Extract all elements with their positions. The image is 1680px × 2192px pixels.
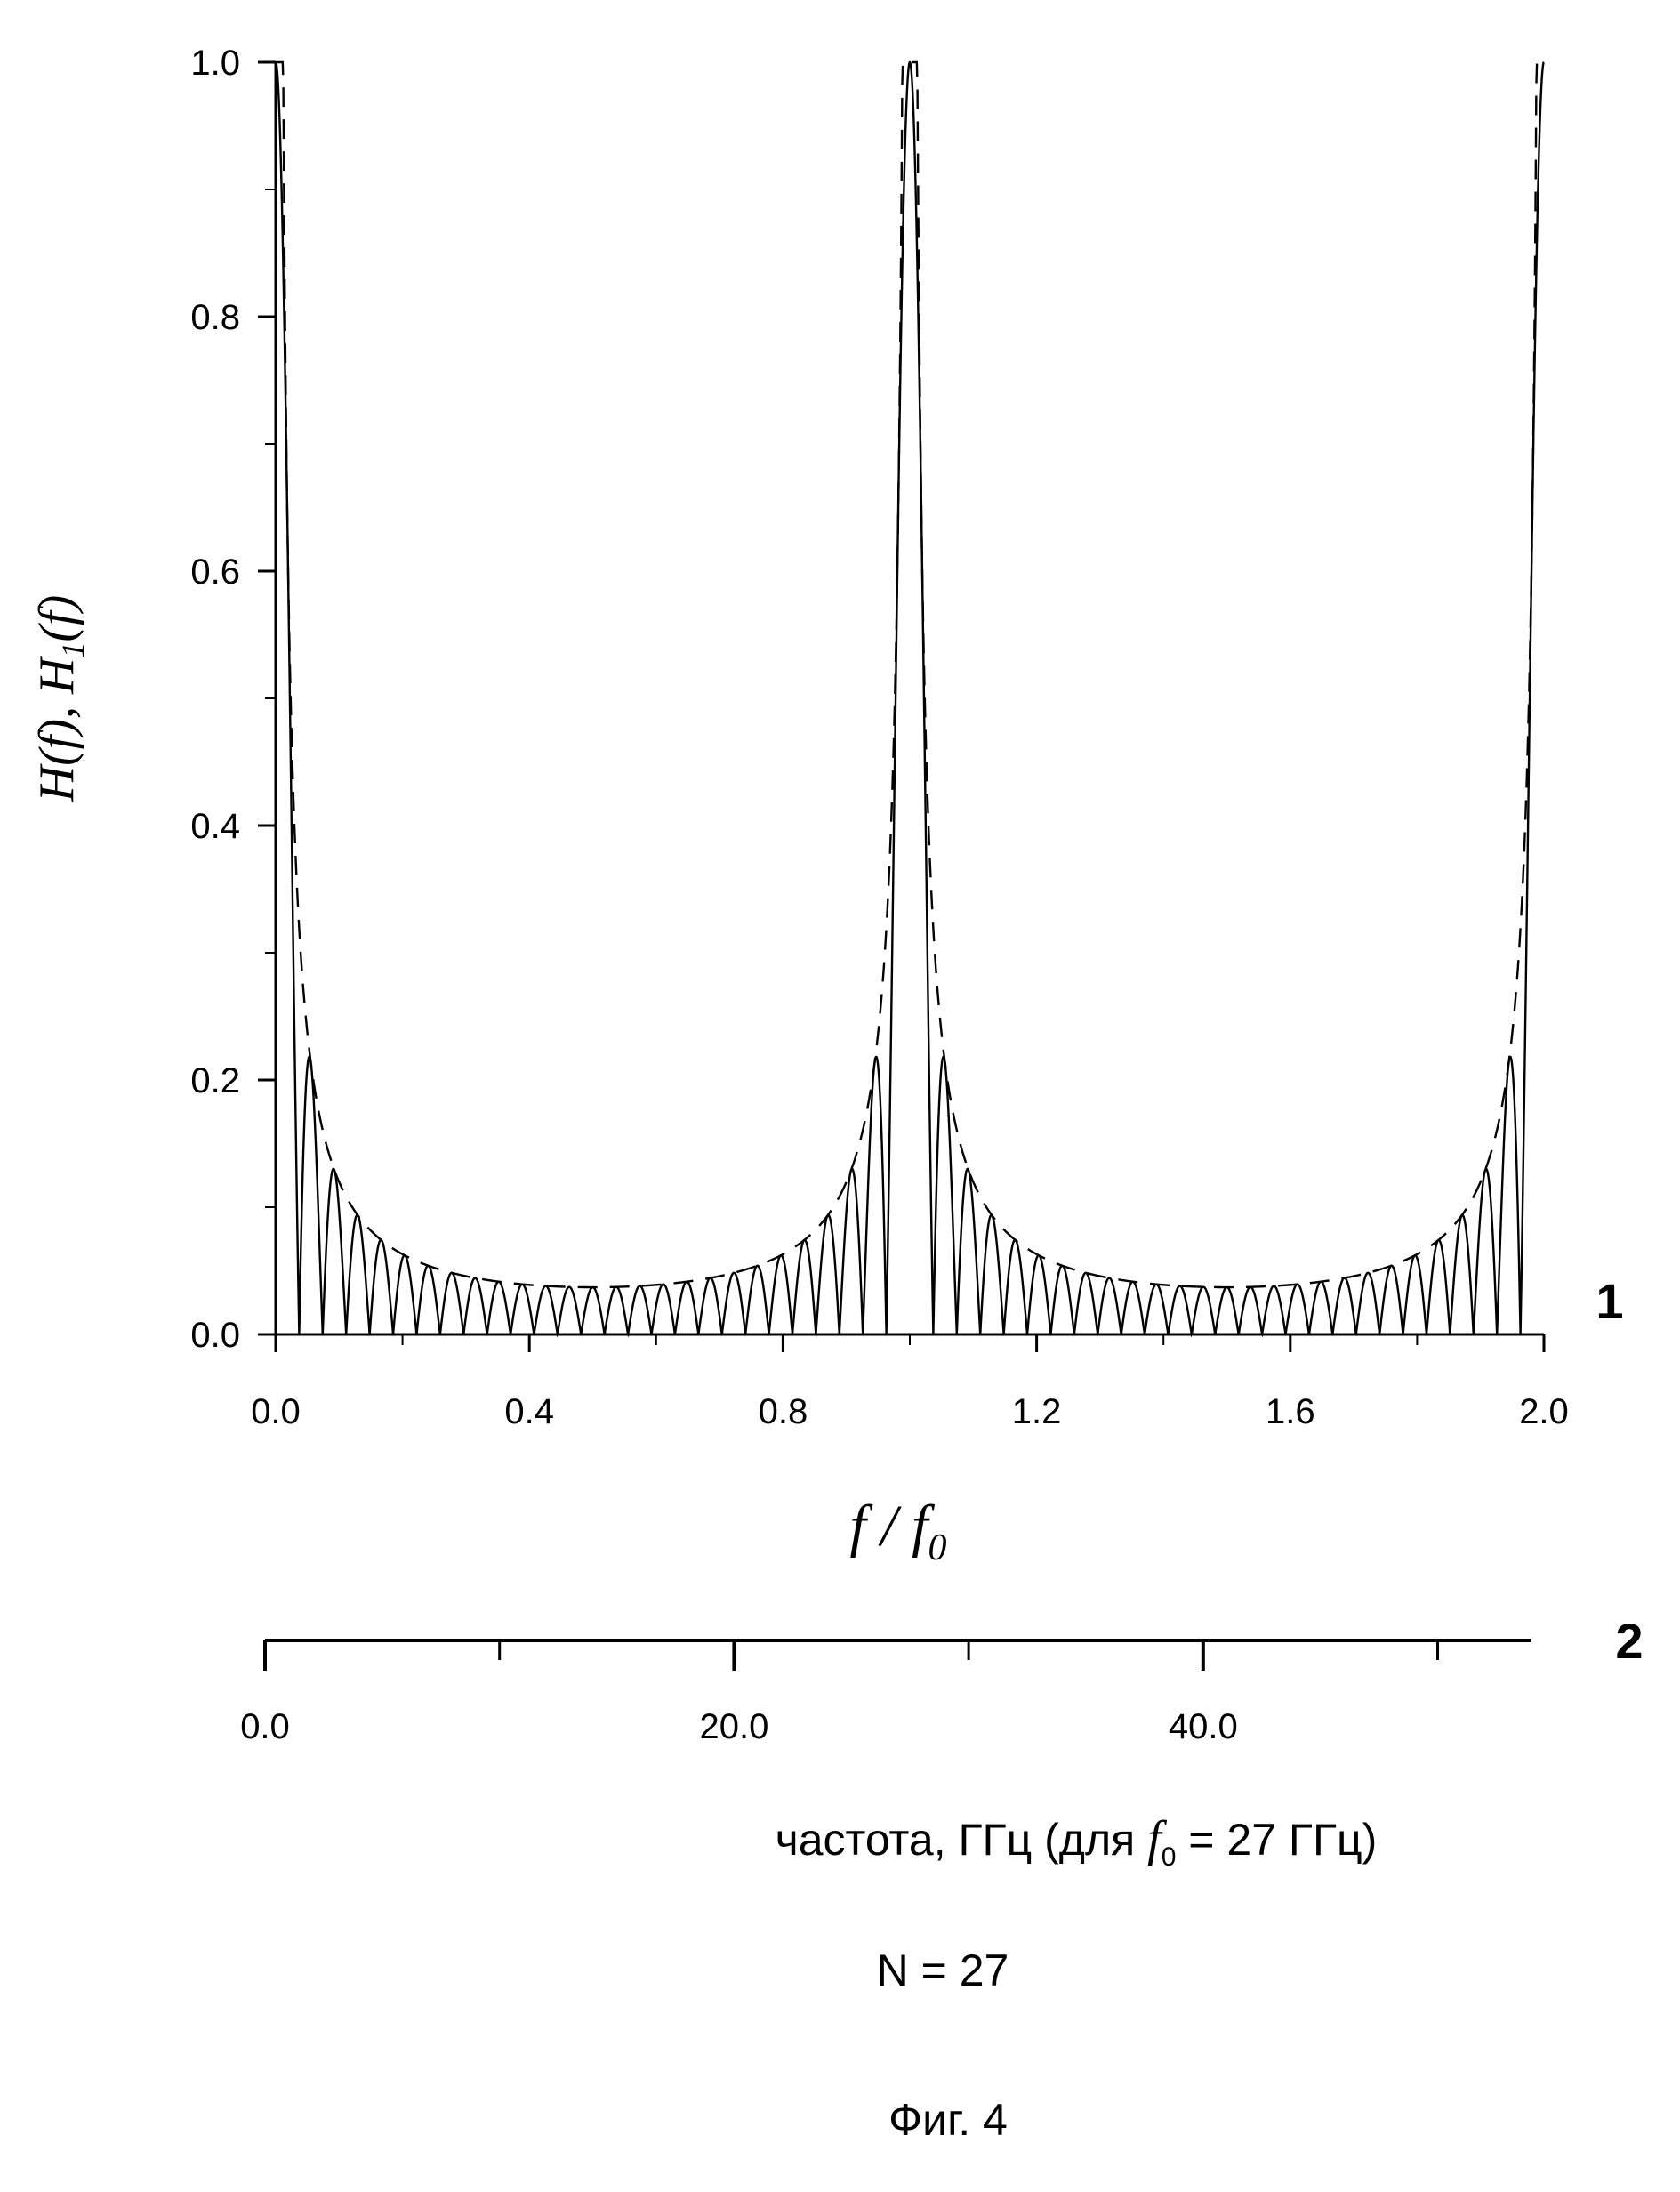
secondary-axis-label: частота, ГГц (для f0 = 27 ГГц) [776,1811,1378,1872]
y-tick-label: 0.0 [190,1316,240,1355]
secondary-axis-label-f-sub: 0 [1162,1842,1177,1872]
y-axis-ticks: 0.0 0.2 0.4 0.6 0.8 1.0 [190,44,276,1355]
x-axis-ticks: 0.0 0.4 0.8 1.2 1.6 2.0 [251,1334,1569,1431]
secondary-axis-label-main: частота, ГГц (для [776,1815,1136,1865]
secondary-axis-label-tail: = 27 ГГц) [1188,1815,1377,1865]
series-dashed-envelope [276,60,1544,1289]
curve-label-1: 1 [1596,1273,1623,1329]
x-tick-label: 0.0 [251,1392,301,1431]
x-tick-label: 0.4 [504,1392,554,1431]
y-tick-label: 1.0 [190,44,240,83]
n-note: N = 27 [877,1946,1009,1995]
x-tick-label: 2.0 [1519,1392,1569,1431]
x-tick-label: 1.6 [1266,1392,1315,1431]
x-tick-label: 0.8 [759,1392,808,1431]
y-tick-label: 0.8 [190,298,240,337]
y-axis-title: H(f), H1(f) [29,595,91,803]
y-tick-label: 0.6 [190,552,240,592]
figure-caption: Фиг. 4 [888,2095,1008,2145]
secondary-axis-marker-2: 2 [1615,1613,1643,1669]
x-tick-label: 1.2 [1012,1392,1062,1431]
secondary-axis-ticks: 0.0 20.0 40.0 [240,1640,1440,1746]
y-tick-label: 0.4 [190,807,240,846]
y-tick-label: 0.2 [190,1061,240,1100]
secondary-tick-label: 20.0 [699,1707,768,1746]
secondary-tick-label: 0.0 [240,1707,290,1746]
secondary-tick-label: 40.0 [1169,1707,1238,1746]
series-solid-line [275,60,1545,1338]
x-axis-title: f / f0 [849,1494,946,1568]
